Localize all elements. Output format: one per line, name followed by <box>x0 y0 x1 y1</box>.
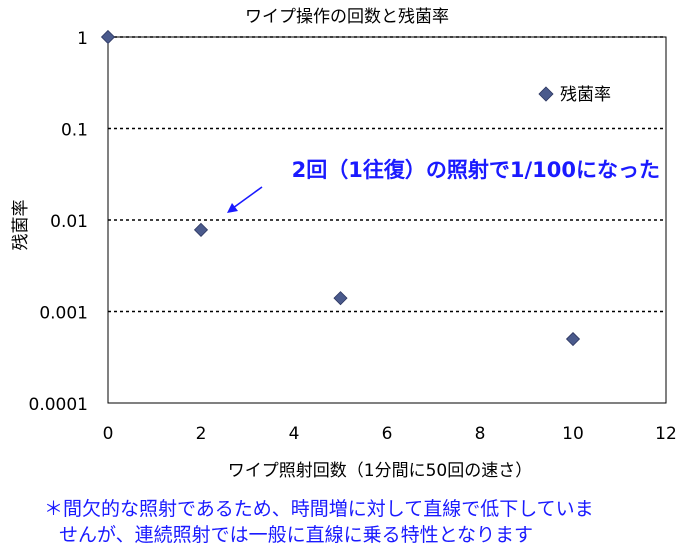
footnote-line-2: せんが、連続照射では一般に直線に乗る特性となります <box>59 524 534 546</box>
x-tick-label: 4 <box>289 424 300 444</box>
y-axis-label: 残菌率 <box>11 200 31 251</box>
x-tick-label: 10 <box>562 424 584 444</box>
data-point <box>193 222 209 237</box>
data-points <box>100 29 581 347</box>
x-tick-label: 0 <box>103 424 114 444</box>
x-tick-label: 2 <box>196 424 207 444</box>
chart: ワイプ操作の回数と残菌率 1 0.1 0.01 0.001 0.0001 0 2 4 6 8 10… <box>11 7 677 481</box>
y-tick-label: 0.1 <box>61 121 88 141</box>
footnote-line-1: ＊間欠的な照射であるため、時間増に対して直線で低下していま <box>44 498 594 520</box>
footnote: ＊間欠的な照射であるため、時間増に対して直線で低下していま せんが、連続照射では… <box>44 496 694 548</box>
legend-marker <box>538 86 554 102</box>
legend-label: 残菌率 <box>560 85 611 105</box>
x-tick-label: 8 <box>475 424 486 444</box>
x-axis-label: ワイプ照射回数（1分間に50回の速さ） <box>228 461 532 481</box>
annotation-text: 2回（1往復）の照射で1/100になった <box>292 158 660 182</box>
y-tick-label: 1 <box>77 29 88 49</box>
data-point <box>100 29 116 45</box>
data-point <box>333 291 348 306</box>
grid-lines <box>108 36 666 313</box>
annotation-arrow <box>232 186 263 209</box>
chart-title: ワイプ操作の回数と残菌率 <box>245 7 449 27</box>
data-point <box>565 331 581 347</box>
x-tick-label: 6 <box>382 424 393 444</box>
y-tick-label: 0.01 <box>50 212 88 232</box>
annotation: 2回（1往復）の照射で1/100になった <box>227 158 660 213</box>
y-tick-label: 0.0001 <box>29 395 88 415</box>
y-tick-labels: 1 0.1 0.01 0.001 0.0001 <box>29 29 88 415</box>
y-tick-label: 0.001 <box>39 304 88 324</box>
x-tick-label: 12 <box>655 424 677 444</box>
legend: 残菌率 <box>538 85 611 105</box>
x-tick-labels: 0 2 4 6 8 10 12 <box>103 424 677 444</box>
annotation-arrowhead <box>227 203 238 213</box>
